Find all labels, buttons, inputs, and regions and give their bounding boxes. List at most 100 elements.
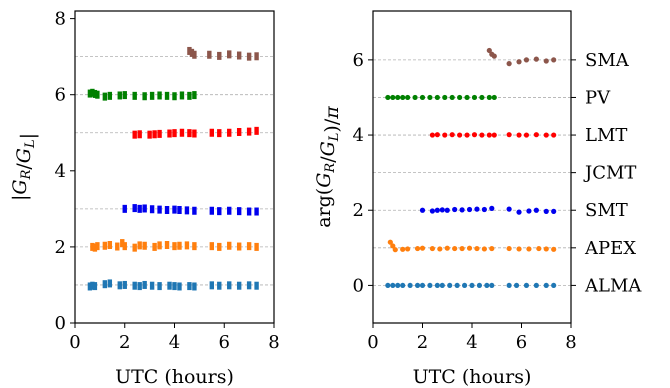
data-point [449,132,455,138]
data-point [395,282,401,289]
data-point [486,47,492,54]
data-point [92,282,98,291]
data-point [489,205,495,211]
left-x-axis-label: UTC (hours) [115,366,234,388]
data-point [452,206,458,213]
data-point [236,127,242,136]
data-point [434,207,440,213]
x-tick-label: 4 [169,332,180,353]
data-point [192,282,197,291]
data-point [236,51,242,60]
data-point [444,245,450,251]
data-point [192,129,197,138]
data-point [92,89,98,98]
data-point [157,129,162,138]
series-2 [419,205,557,215]
data-point [147,130,152,139]
data-point [439,207,445,213]
x-tick-label: 6 [516,332,527,353]
left-axes-frame [74,10,275,324]
series-2 [122,204,259,216]
data-point [192,242,197,251]
data-point [132,243,137,252]
right-x-axis-label: UTC (hours) [413,366,532,388]
data-point [227,128,232,137]
data-point [471,132,478,138]
data-point [419,207,426,213]
data-point [543,132,549,138]
data-point [217,281,222,290]
data-point [516,59,522,65]
data-point [217,242,222,251]
x-tick-label: 2 [417,332,428,353]
y-tick-label: 0 [55,313,66,334]
data-point [444,207,450,213]
data-point [516,246,522,252]
series-4 [385,94,497,101]
station-label: SMT [585,200,628,221]
data-point [90,88,95,97]
data-point [405,246,411,252]
data-point [385,282,391,289]
series-1 [90,239,259,252]
data-point [132,204,137,213]
data-point [90,281,95,290]
data-point [419,282,426,289]
series-0 [87,279,259,291]
data-point [434,282,440,289]
data-point [395,94,401,101]
data-point [385,94,391,101]
data-point [526,246,532,252]
data-point [95,90,100,99]
data-point [419,245,426,251]
series-3 [429,132,557,138]
data-point [149,91,155,100]
data-point [217,129,222,138]
data-point [177,205,182,214]
data-point [543,246,549,252]
data-point [236,242,242,251]
data-point [254,52,259,61]
data-point [479,94,485,101]
data-point [184,206,190,215]
data-point [466,206,473,213]
data-point [236,281,242,290]
data-point [157,205,162,214]
data-point [481,246,487,252]
data-point [95,242,100,251]
data-point [187,91,192,100]
station-label: JCMT [583,163,636,184]
data-point [172,129,177,138]
y-tick-label: 6 [353,50,364,71]
data-point [217,51,222,60]
data-point [523,282,530,289]
data-point [157,91,162,100]
data-point [459,245,465,252]
data-point [102,241,108,250]
data-point [533,132,539,138]
data-point [209,128,215,137]
data-point [107,279,113,288]
y-tick-label: 6 [55,85,66,106]
series-3 [132,126,259,139]
data-point [187,129,192,138]
data-point [149,281,155,290]
data-point [227,206,232,215]
data-point [179,91,185,100]
data-point [227,50,232,59]
data-point [387,239,393,245]
data-point [132,91,137,100]
station-label: LMT [585,125,627,146]
y-tick-label: 4 [353,125,364,146]
data-point [533,282,539,289]
data-point [254,242,259,251]
station-label: PV [585,87,611,108]
data-point [132,281,137,290]
data-point [412,94,418,101]
data-point [434,94,440,101]
y-tick-label: 4 [55,161,66,182]
left-y-axis-label: |GR/GL| [9,133,39,201]
y-tick-label: 2 [55,237,66,258]
data-point [120,239,125,248]
